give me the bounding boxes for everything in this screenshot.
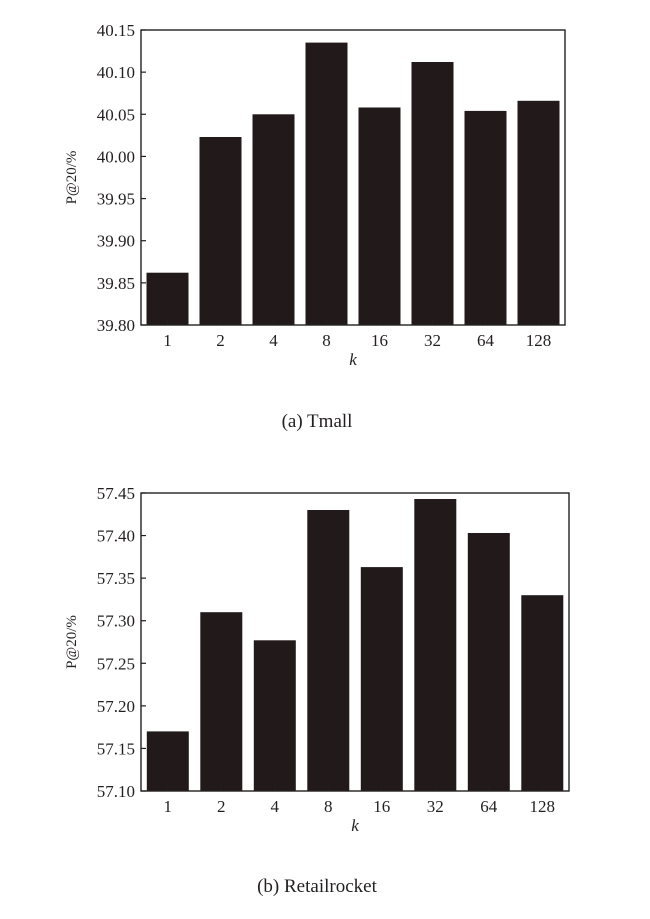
x-tick-label-tmall: 2 (216, 331, 225, 350)
x-tick-label-tmall: 64 (477, 331, 495, 350)
y-axis-label-retailrocket: P@20/% (64, 615, 80, 669)
caption-retailrocket: (b) Retailrocket (257, 876, 377, 897)
y-tick-label-tmall: 39.80 (97, 316, 135, 335)
y-tick-label-tmall: 39.95 (97, 190, 135, 209)
y-tick-label-tmall: 40.00 (97, 147, 135, 166)
bar-retailrocket-k8 (307, 510, 350, 791)
y-tick-label-tmall: 39.85 (97, 274, 135, 293)
y-tick-label-tmall: 40.10 (97, 63, 135, 82)
x-tick-label-tmall: 4 (269, 331, 278, 350)
y-tick-label-retailrocket: 57.45 (97, 484, 135, 503)
x-tick-label-retailrocket: 4 (271, 797, 280, 816)
y-tick-label-retailrocket: 57.20 (97, 697, 135, 716)
x-tick-label-retailrocket: 2 (217, 797, 226, 816)
bar-retailrocket-k64 (467, 533, 510, 791)
x-tick-label-retailrocket: 128 (530, 797, 556, 816)
x-tick-label-tmall: 32 (424, 331, 441, 350)
y-tick-label-retailrocket: 57.15 (97, 739, 135, 758)
bar-tmall-k32 (411, 62, 454, 325)
x-tick-label-retailrocket: 1 (164, 797, 173, 816)
bar-tmall-k1 (146, 272, 189, 325)
y-tick-label-retailrocket: 57.10 (97, 782, 135, 801)
bar-retailrocket-k1 (146, 731, 189, 791)
y-tick-label-tmall: 39.90 (97, 232, 135, 251)
x-tick-label-retailrocket: 8 (324, 797, 333, 816)
bar-retailrocket-k128 (521, 595, 564, 791)
x-tick-label-retailrocket: 16 (373, 797, 390, 816)
bar-tmall-k64 (464, 110, 507, 326)
x-axis-label-tmall: k (349, 350, 357, 369)
x-tick-label-retailrocket: 32 (427, 797, 444, 816)
bar-retailrocket-k32 (414, 499, 457, 791)
chart-tmall: 39.80 39.85 39.90 39.95 40.00 40.05 40.10 40.15… (64, 21, 566, 369)
y-tick-label-retailrocket: 57.35 (97, 569, 135, 588)
bar-tmall-k16 (358, 107, 401, 325)
plot-frame-retailrocket (140, 492, 570, 792)
x-tick-label-tmall: 16 (371, 331, 388, 350)
y-axis-label-tmall: P@20/% (64, 151, 80, 205)
x-tick-label-tmall: 128 (526, 331, 552, 350)
caption-tmall: (a) Tmall (282, 411, 353, 432)
x-tick-label-tmall: 8 (322, 331, 331, 350)
bar-retailrocket-k4 (253, 640, 296, 791)
plot-frame-tmall (140, 29, 566, 326)
y-tick-label-retailrocket: 57.40 (97, 527, 135, 546)
x-tick-label-tmall: 1 (163, 331, 172, 350)
bar-tmall-k128 (517, 100, 560, 325)
bar-tmall-k8 (305, 42, 348, 325)
bar-retailrocket-k2 (200, 612, 243, 791)
bar-tmall-k4 (252, 114, 295, 325)
chart-retailrocket: 57.10 57.15 57.20 57.25 57.30 57.35 57.40 57.45… (64, 484, 570, 835)
y-tick-label-tmall: 40.05 (97, 105, 135, 124)
bar-retailrocket-k16 (360, 567, 403, 791)
y-tick-label-retailrocket: 57.25 (97, 654, 135, 673)
y-tick-label-tmall: 40.15 (97, 21, 135, 40)
x-axis-label-retailrocket: k (351, 816, 359, 835)
x-tick-label-retailrocket: 64 (480, 797, 498, 816)
bar-tmall-k2 (199, 137, 242, 325)
y-tick-label-retailrocket: 57.30 (97, 612, 135, 631)
